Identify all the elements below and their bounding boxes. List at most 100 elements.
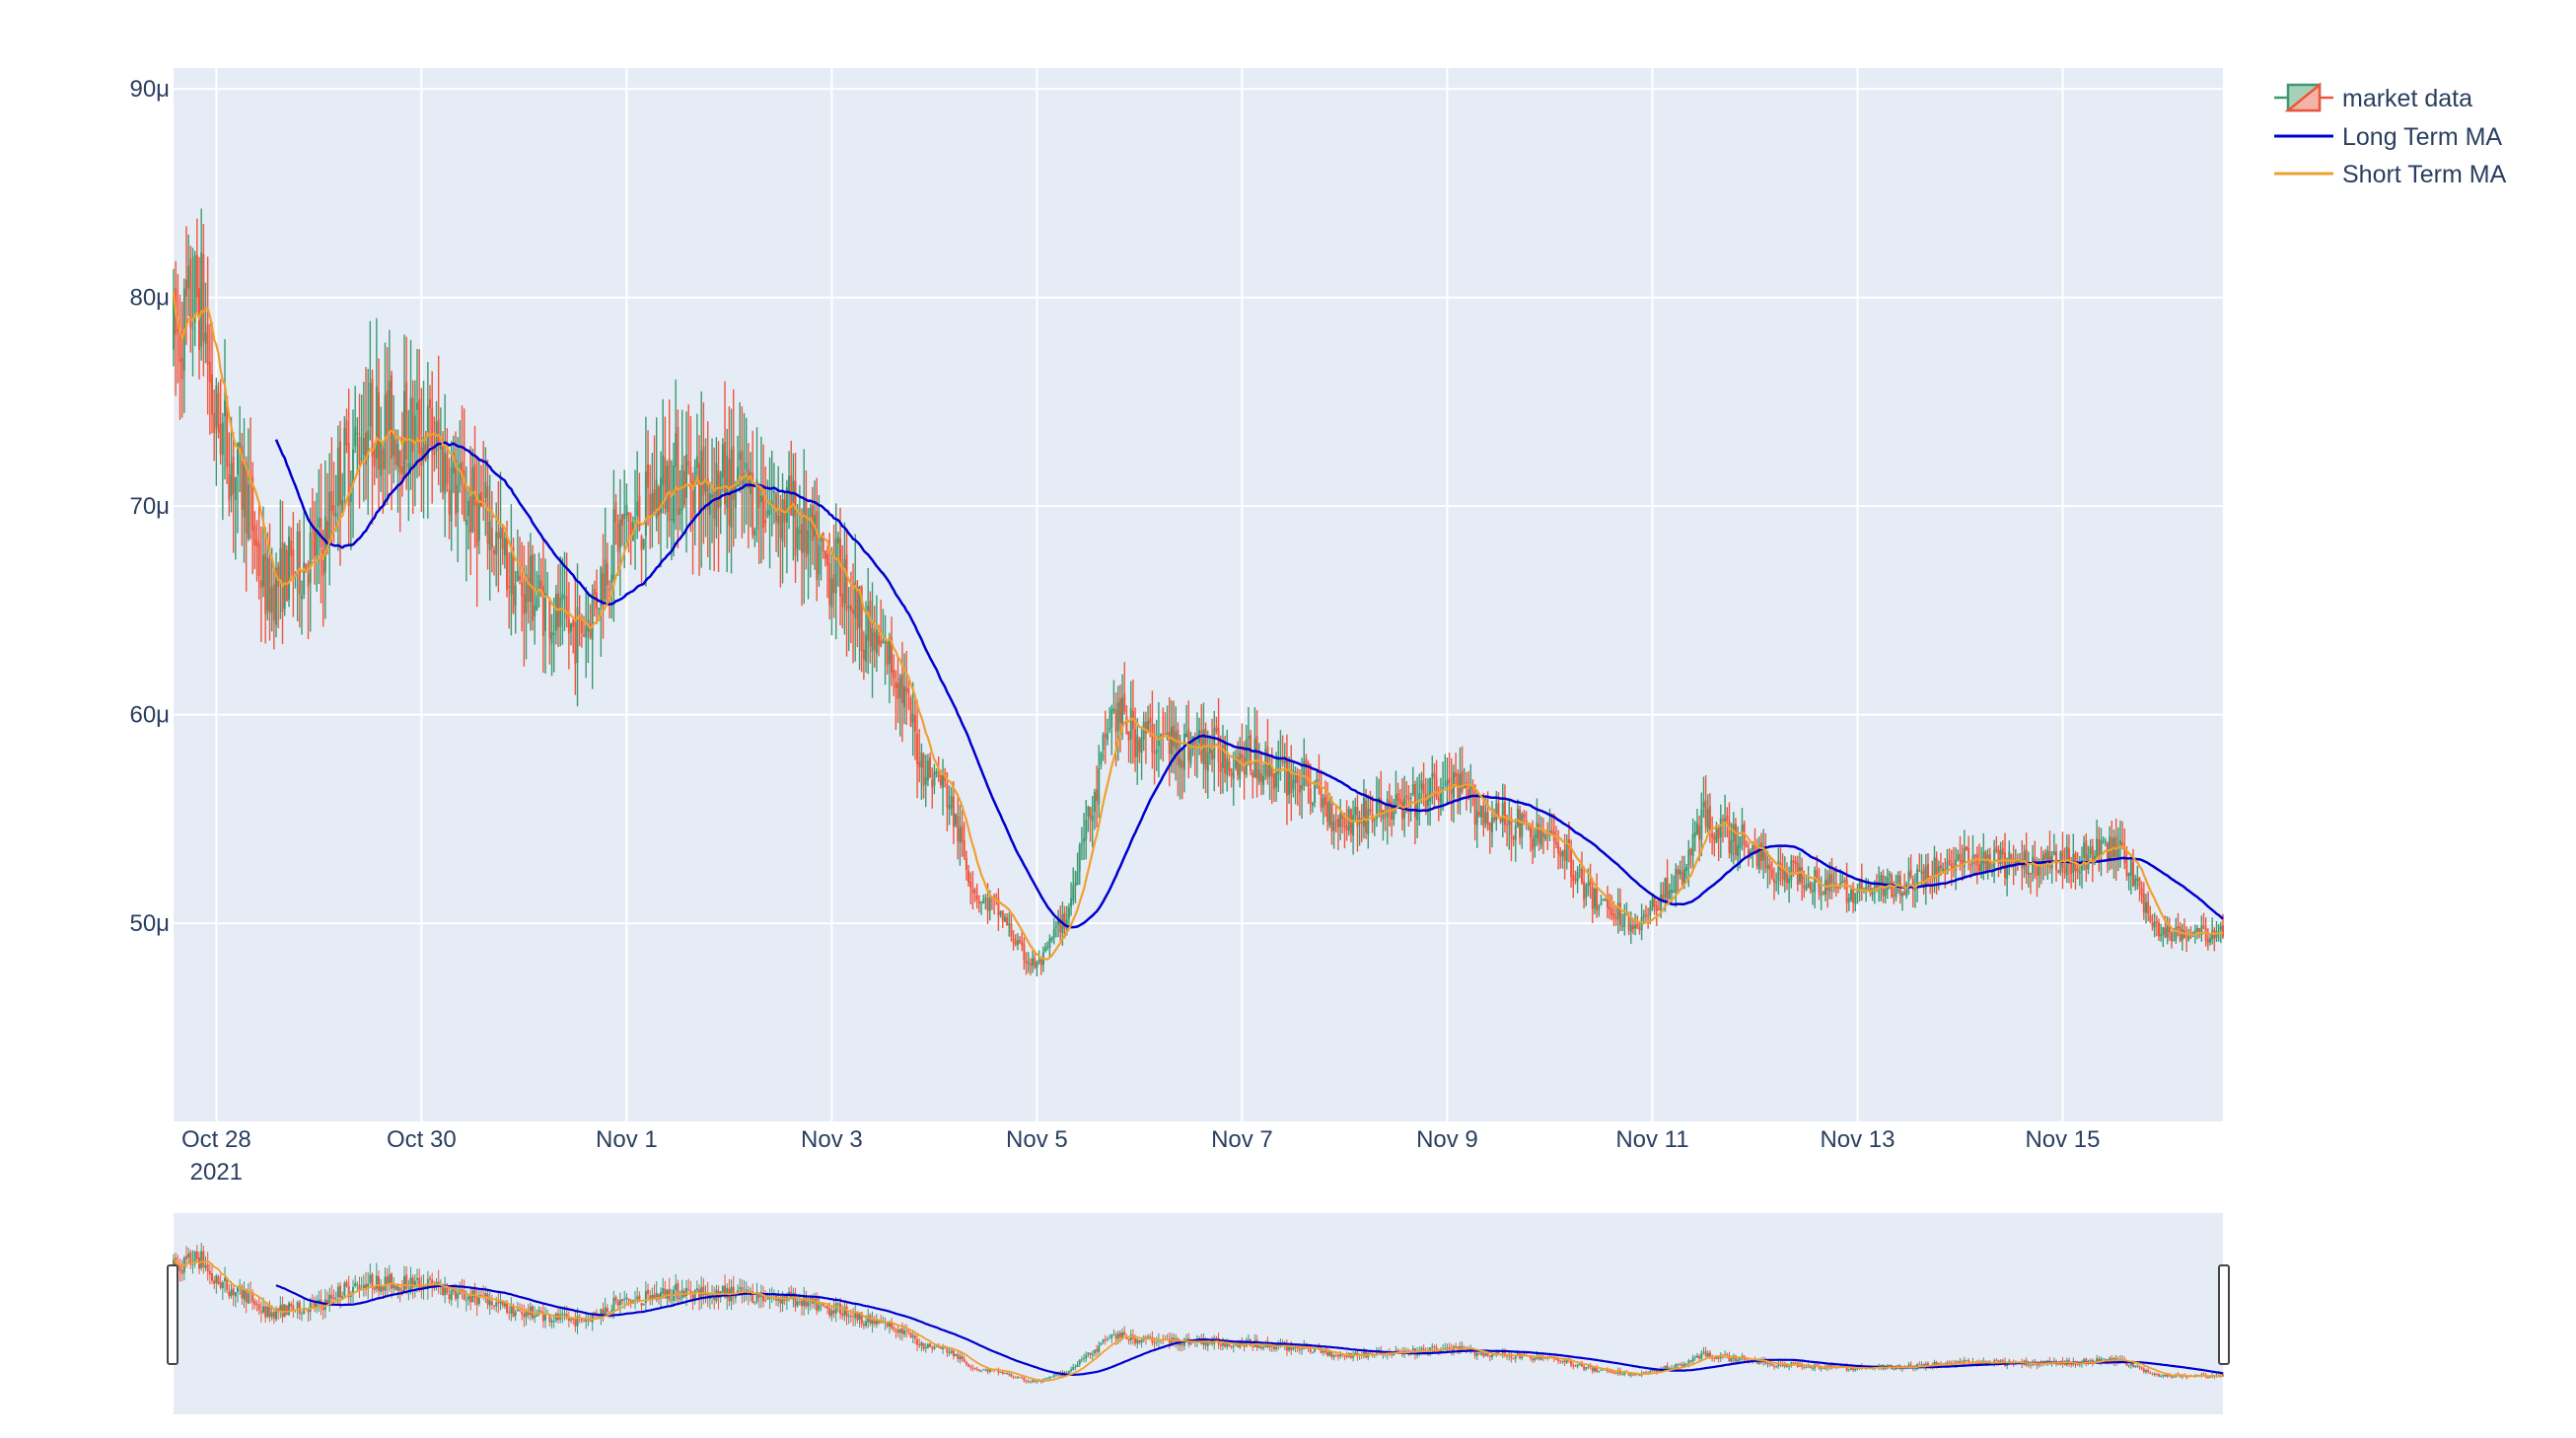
mini-candle <box>328 1287 331 1313</box>
candle <box>1884 876 1887 904</box>
mini-candle <box>1093 1349 1096 1357</box>
mini-candle <box>572 1318 575 1325</box>
candle <box>1666 859 1669 904</box>
candle <box>1320 769 1323 813</box>
x-tick-year-label: 2021 <box>190 1159 243 1186</box>
candle <box>1728 802 1731 859</box>
rangeslider-left-handle[interactable] <box>167 1264 179 1365</box>
candle <box>1085 799 1088 860</box>
candle <box>924 755 927 808</box>
candle <box>2072 833 2075 883</box>
candle <box>905 651 908 726</box>
candle <box>682 456 685 509</box>
mini-candle <box>467 1293 470 1306</box>
rangeslider-background[interactable] <box>174 1213 2223 1414</box>
mini-candle <box>1963 1356 1966 1366</box>
mini-candle <box>999 1371 1002 1374</box>
rangeslider-right-handle[interactable] <box>2218 1264 2230 1365</box>
candle <box>253 511 256 570</box>
legend-item-long-term-ma[interactable]: Long Term MA <box>2274 123 2502 151</box>
candle <box>391 370 394 511</box>
candle <box>2153 912 2156 938</box>
candle <box>2177 912 2180 937</box>
candle <box>957 793 960 860</box>
candle <box>614 493 617 545</box>
candle <box>455 431 458 528</box>
mini-candle <box>386 1267 389 1298</box>
candle <box>2168 917 2171 941</box>
candle <box>653 435 656 513</box>
candle <box>1294 766 1297 805</box>
candle <box>341 472 344 515</box>
candle <box>416 348 419 478</box>
mini-candle <box>894 1328 897 1339</box>
mini-candle <box>2138 1365 2141 1371</box>
candle <box>1905 881 1908 899</box>
candle <box>790 440 793 516</box>
candle <box>803 449 806 605</box>
candle <box>2016 853 2019 871</box>
mini-candle <box>2102 1357 2105 1360</box>
candle <box>1116 685 1119 761</box>
mini-candle <box>488 1291 491 1316</box>
mini-candle <box>1012 1375 1015 1380</box>
candle <box>920 743 923 800</box>
candle <box>1382 810 1385 841</box>
mini-candle <box>977 1368 980 1373</box>
candle <box>750 452 752 528</box>
candle <box>1508 800 1511 850</box>
candle <box>811 486 814 565</box>
candle <box>448 458 451 539</box>
candle <box>1604 898 1607 901</box>
candle <box>753 527 756 547</box>
legend-item-short-term-ma[interactable]: Short Term MA <box>2274 161 2507 188</box>
candle <box>2147 891 2150 922</box>
candle <box>1783 856 1786 893</box>
candle <box>801 508 804 607</box>
candle <box>677 409 680 548</box>
mini-candle <box>503 1302 506 1310</box>
legend[interactable]: market data Long Term MA Short Term MA <box>2274 82 2507 188</box>
candle <box>604 507 607 603</box>
candle <box>550 613 553 677</box>
mini-candle <box>1702 1346 1705 1355</box>
candle <box>2140 881 2143 904</box>
candle <box>788 451 791 530</box>
mini-candle <box>288 1301 291 1317</box>
candle <box>510 504 513 636</box>
candle <box>1173 700 1176 774</box>
mini-candle <box>444 1276 447 1304</box>
candle <box>362 382 365 502</box>
mini-candle <box>845 1301 848 1326</box>
mini-candle <box>215 1273 218 1294</box>
candle <box>371 369 374 525</box>
candle <box>880 600 883 648</box>
mini-candle <box>2142 1366 2145 1374</box>
candle <box>1559 846 1562 869</box>
candle <box>1316 770 1319 789</box>
candle <box>2059 850 2062 876</box>
candle <box>1123 662 1126 715</box>
candle <box>200 208 203 361</box>
candle <box>963 822 966 861</box>
mini-candle <box>1332 1353 1335 1361</box>
mini-candle <box>689 1280 692 1303</box>
legend-item-market-data[interactable]: market data <box>2274 82 2472 112</box>
candle <box>1012 930 1015 951</box>
candle <box>1896 871 1899 895</box>
candle <box>1336 815 1339 851</box>
candle <box>1805 877 1808 892</box>
candle <box>334 474 337 533</box>
candle <box>1067 902 1070 930</box>
mini-candle <box>341 1291 344 1300</box>
mini-candle <box>695 1280 698 1294</box>
candle <box>1279 730 1282 781</box>
mini-candle <box>1230 1345 1233 1349</box>
candle <box>1544 832 1547 841</box>
mini-candle <box>1559 1359 1562 1364</box>
candle <box>1386 790 1389 845</box>
candle <box>1895 874 1897 901</box>
candle <box>241 432 244 546</box>
candle <box>1356 794 1359 852</box>
candle <box>552 597 555 673</box>
